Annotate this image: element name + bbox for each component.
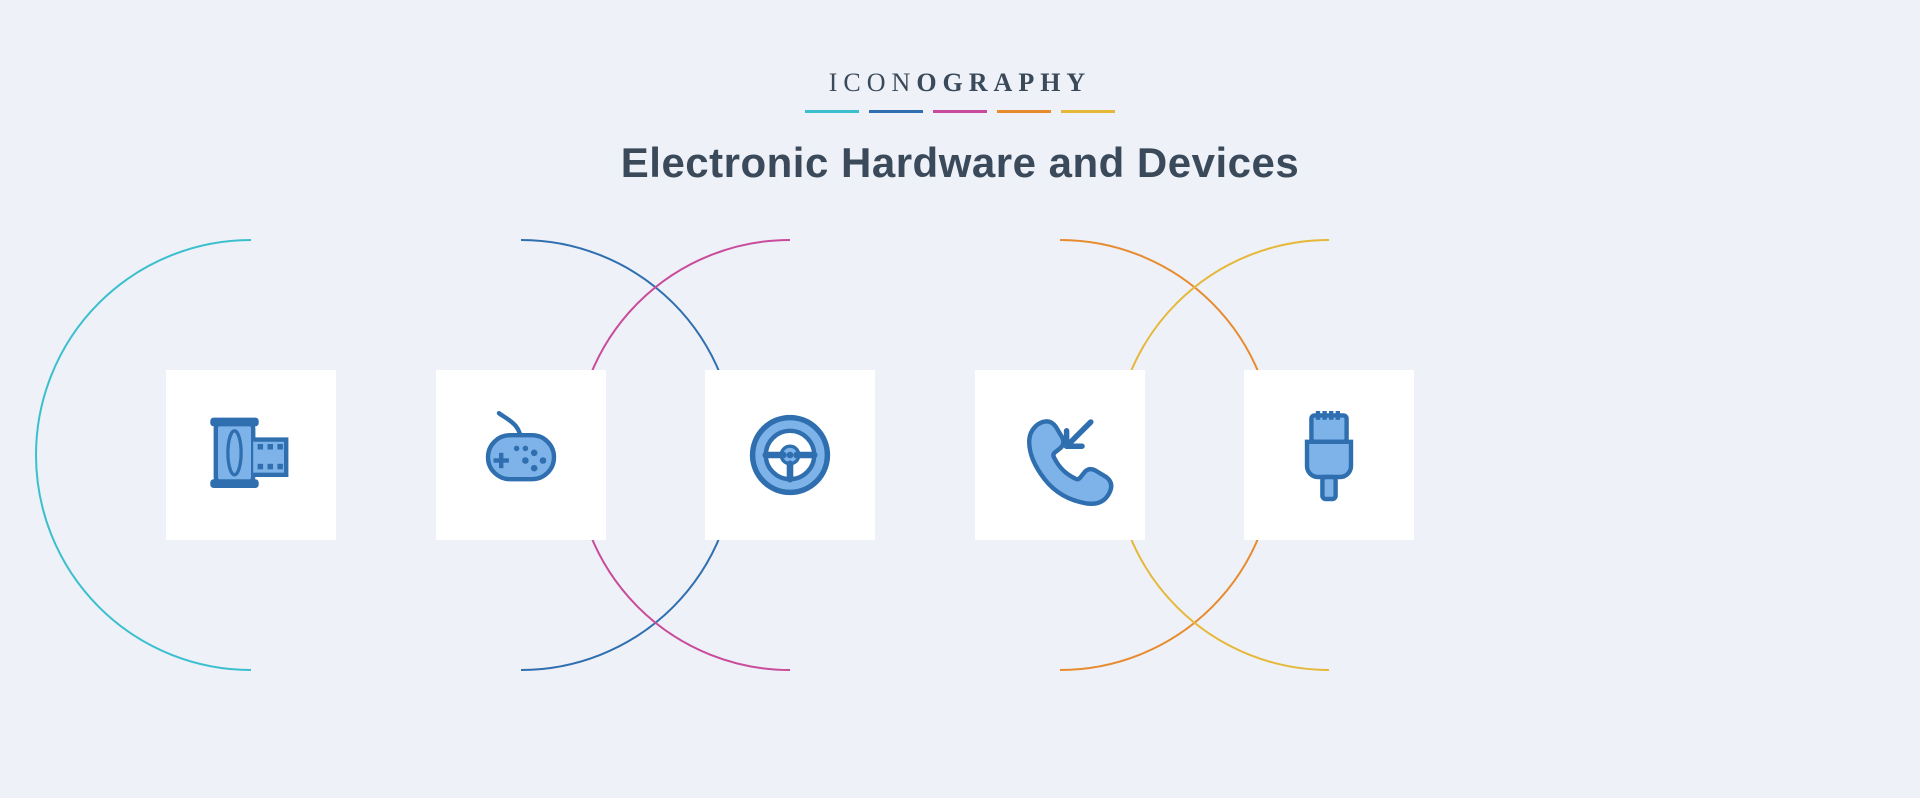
steering-wheel-icon (735, 400, 845, 510)
incoming-call-icon (1005, 400, 1115, 510)
icon-card (436, 370, 606, 540)
icon-card (975, 370, 1145, 540)
icon-card (166, 370, 336, 540)
icon-stage (0, 0, 1920, 798)
ethernet-cable-icon (1274, 400, 1384, 510)
film-roll-icon (196, 400, 306, 510)
icon-card (1244, 370, 1414, 540)
gamepad-icon (466, 400, 576, 510)
icon-card (705, 370, 875, 540)
